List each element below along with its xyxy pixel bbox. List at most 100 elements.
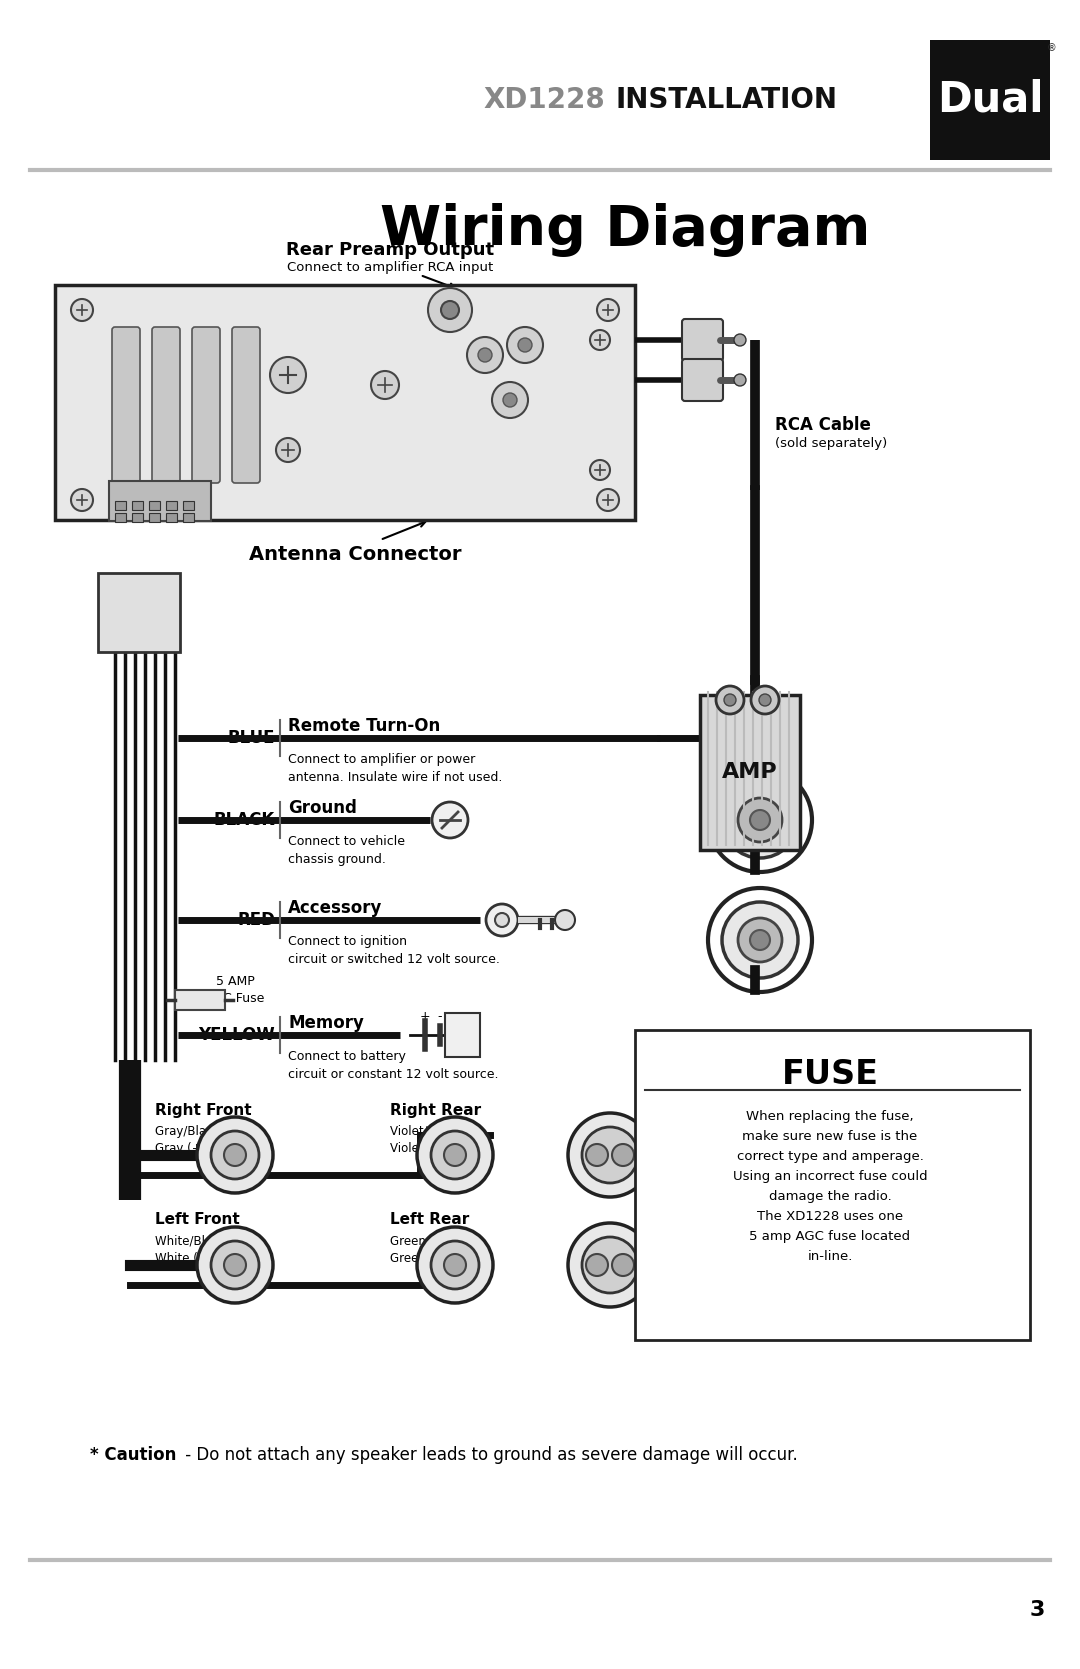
Circle shape <box>612 1253 634 1277</box>
Circle shape <box>276 437 300 462</box>
FancyBboxPatch shape <box>635 1030 1030 1340</box>
FancyBboxPatch shape <box>232 327 260 482</box>
Circle shape <box>441 300 459 319</box>
Text: Rear Preamp Output: Rear Preamp Output <box>286 240 494 259</box>
Circle shape <box>586 1253 608 1277</box>
Text: When replacing the fuse,
make sure new fuse is the
correct type and amperage.
Us: When replacing the fuse, make sure new f… <box>732 1110 928 1263</box>
Bar <box>183 512 194 522</box>
Text: Connect to vehicle
chassis ground.: Connect to vehicle chassis ground. <box>288 834 405 866</box>
Text: Connect to ignition
circuit or switched 12 volt source.: Connect to ignition circuit or switched … <box>288 935 500 966</box>
Bar <box>175 990 225 1010</box>
Text: Accessory: Accessory <box>288 900 382 916</box>
Circle shape <box>582 1127 638 1183</box>
Text: Right Rear: Right Rear <box>390 1103 481 1118</box>
Circle shape <box>708 768 812 871</box>
Text: Left Front: Left Front <box>156 1212 240 1227</box>
Bar <box>114 501 126 511</box>
FancyBboxPatch shape <box>700 694 800 850</box>
Circle shape <box>582 1237 638 1293</box>
Circle shape <box>568 1113 652 1197</box>
Circle shape <box>734 334 746 345</box>
Circle shape <box>432 803 468 838</box>
Text: Ground: Ground <box>288 799 356 818</box>
Circle shape <box>71 299 93 320</box>
Text: AMP: AMP <box>723 763 778 783</box>
Bar <box>518 916 565 923</box>
Circle shape <box>555 910 575 930</box>
Circle shape <box>723 901 798 978</box>
Text: Green/Black (-)
Green (+): Green/Black (-) Green (+) <box>390 1235 480 1265</box>
FancyBboxPatch shape <box>112 327 140 482</box>
Circle shape <box>590 330 610 350</box>
Circle shape <box>486 905 518 936</box>
Circle shape <box>507 327 543 362</box>
Circle shape <box>716 686 744 714</box>
Text: White/Black (-)
White (+): White/Black (-) White (+) <box>156 1235 243 1265</box>
Circle shape <box>224 1143 246 1167</box>
FancyBboxPatch shape <box>98 572 180 653</box>
FancyBboxPatch shape <box>109 481 211 521</box>
FancyBboxPatch shape <box>152 327 180 482</box>
Circle shape <box>751 686 779 714</box>
Text: Remote Turn-On: Remote Turn-On <box>288 718 441 734</box>
Circle shape <box>597 489 619 511</box>
Text: (sold separately): (sold separately) <box>775 437 888 449</box>
Text: 5 AMP
AGC Fuse: 5 AMP AGC Fuse <box>205 975 265 1005</box>
Bar <box>930 40 1050 160</box>
Bar <box>132 512 143 522</box>
Bar <box>132 501 143 511</box>
Circle shape <box>478 349 492 362</box>
Circle shape <box>444 1253 465 1277</box>
Circle shape <box>586 1143 608 1167</box>
Text: Left Rear: Left Rear <box>390 1212 469 1227</box>
Circle shape <box>738 918 782 961</box>
Circle shape <box>590 461 610 481</box>
Circle shape <box>723 783 798 858</box>
Circle shape <box>444 1143 465 1167</box>
Text: ®: ® <box>1048 43 1057 53</box>
Text: Memory: Memory <box>288 1015 364 1031</box>
Circle shape <box>750 809 770 829</box>
Circle shape <box>211 1242 259 1288</box>
Text: Gray/Black (-)
Gray (+): Gray/Black (-) Gray (+) <box>156 1125 237 1155</box>
Text: Connect to amplifier RCA input: Connect to amplifier RCA input <box>287 262 494 274</box>
Text: XD1228: XD1228 <box>483 87 605 113</box>
Text: BLACK: BLACK <box>214 811 275 829</box>
FancyBboxPatch shape <box>681 359 723 401</box>
Circle shape <box>568 1223 652 1307</box>
FancyBboxPatch shape <box>681 319 723 361</box>
Circle shape <box>431 1242 480 1288</box>
Circle shape <box>197 1117 273 1193</box>
Text: -: - <box>437 1010 442 1023</box>
Text: Wiring Diagram: Wiring Diagram <box>380 204 870 257</box>
Text: INSTALLATION: INSTALLATION <box>615 87 837 113</box>
FancyBboxPatch shape <box>55 285 635 521</box>
Circle shape <box>417 1117 492 1193</box>
Text: FUSE: FUSE <box>782 1058 878 1092</box>
Circle shape <box>417 1227 492 1303</box>
Circle shape <box>211 1132 259 1178</box>
Bar <box>149 501 160 511</box>
Text: * Caution: * Caution <box>90 1445 176 1464</box>
Circle shape <box>708 888 812 991</box>
Text: +: + <box>420 1010 430 1023</box>
Circle shape <box>71 489 93 511</box>
Text: Antenna Connector: Antenna Connector <box>248 546 461 564</box>
Bar <box>445 1013 480 1056</box>
Bar <box>114 512 126 522</box>
Circle shape <box>750 930 770 950</box>
Circle shape <box>734 374 746 386</box>
Bar <box>166 512 177 522</box>
Circle shape <box>518 339 532 352</box>
Circle shape <box>724 694 735 706</box>
Circle shape <box>492 382 528 417</box>
Circle shape <box>372 371 399 399</box>
Circle shape <box>270 357 306 392</box>
Text: Connect to amplifier or power
antenna. Insulate wire if not used.: Connect to amplifier or power antenna. I… <box>288 753 502 784</box>
Text: 3: 3 <box>1029 1601 1045 1621</box>
Text: Right Front: Right Front <box>156 1103 252 1118</box>
Circle shape <box>431 1132 480 1178</box>
Circle shape <box>503 392 517 407</box>
Text: BLUE: BLUE <box>228 729 275 748</box>
Text: Violet/Black (-)
Violet (+): Violet/Black (-) Violet (+) <box>390 1125 477 1155</box>
